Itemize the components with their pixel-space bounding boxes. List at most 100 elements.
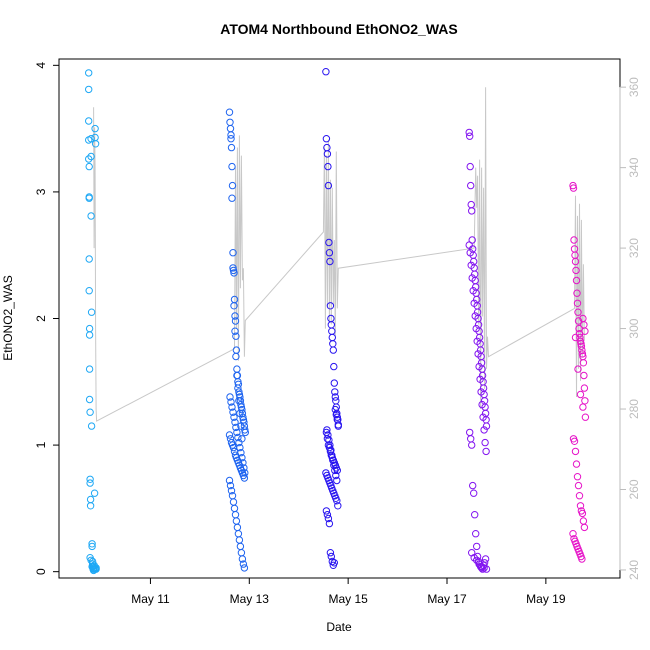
data-point [470,299,478,307]
y-tick-label: 0 [34,568,48,575]
data-point [574,308,582,316]
data-point [329,346,337,354]
data-point [330,362,338,371]
data-point [231,312,239,320]
y-axis-label: EthONO2_WAS [1,275,15,361]
data-point [478,400,486,409]
data-point [467,435,475,443]
data-point [332,411,340,419]
data-point [85,194,93,202]
data-point [472,324,480,333]
data-point [88,540,96,548]
data-point [91,565,99,573]
data-point [481,438,489,447]
data-point [325,436,333,444]
data-point [466,428,474,437]
data-point [231,327,239,335]
data-point [570,236,578,244]
series-3-points [465,128,491,573]
data-point [227,135,235,143]
data-point [324,162,332,171]
data-point [87,135,95,143]
data-point [240,564,249,572]
data-point [323,511,332,519]
data-point [325,249,334,257]
data-point [333,497,341,505]
data-point [570,245,579,253]
data-point [574,317,583,325]
data-point [90,489,99,497]
data-point [85,331,94,339]
data-point [479,413,487,421]
data-point [473,337,481,345]
data-point [85,365,94,373]
data-point [88,542,96,551]
data-point [482,565,491,573]
data-point [86,408,94,416]
data-point [236,409,244,418]
data-point [480,426,488,434]
data-point [230,504,239,513]
data-point [324,181,333,190]
data-point [241,469,249,477]
data-point [233,428,241,437]
bottom-axis: May 11 May 13 May 15 May 17 May 19 [131,577,566,606]
data-point [238,435,246,443]
data-point [236,443,244,452]
data-point [327,446,335,454]
data-point [322,507,331,515]
data-point [578,509,587,518]
data-point [471,511,479,519]
data-point [579,517,588,525]
data-point [86,475,94,483]
data-point [465,128,473,137]
right-axis: 240 260 280 300 320 340 360 [619,77,641,580]
data-point [230,413,238,421]
x-tick-label: May 11 [131,592,170,606]
data-point [482,422,491,430]
data-point [235,536,244,544]
data-point [233,365,241,373]
data-point [574,365,582,373]
data-point [332,471,340,480]
data-point [225,476,234,485]
y-tick-label: 1 [34,441,48,448]
data-point [241,428,250,437]
data-point [473,542,481,551]
data-point [576,502,585,510]
x-tick-label: May 19 [526,592,566,606]
data-point [581,413,590,421]
data-point [333,476,341,485]
data-point [579,359,588,367]
data-point [473,552,482,561]
data-point [326,549,335,557]
data-point [571,447,580,456]
data-point [465,241,473,249]
data-point [324,431,332,439]
data-point [328,451,336,459]
data-point [229,498,238,506]
data-point [476,375,484,383]
data-point [331,393,339,401]
data-point [326,257,334,266]
x-tick-label: May 15 [328,592,368,606]
data-point [329,340,337,348]
data-point [331,388,339,396]
data-point [237,449,245,457]
data-point [85,255,93,263]
data-point [231,418,239,426]
data-point [467,181,475,190]
data-point [326,302,335,310]
y-tick-label: 3 [34,188,48,195]
data-point [326,441,334,449]
data-point [581,327,589,335]
data-point [227,131,235,139]
data-point [86,502,95,510]
data-point [573,473,582,481]
data-point [574,481,583,490]
data-point [85,85,93,94]
y2-tick-label: 300 [627,318,641,338]
data-point [240,474,249,482]
y-tick-label: 4 [34,62,48,69]
data-point [571,257,580,266]
